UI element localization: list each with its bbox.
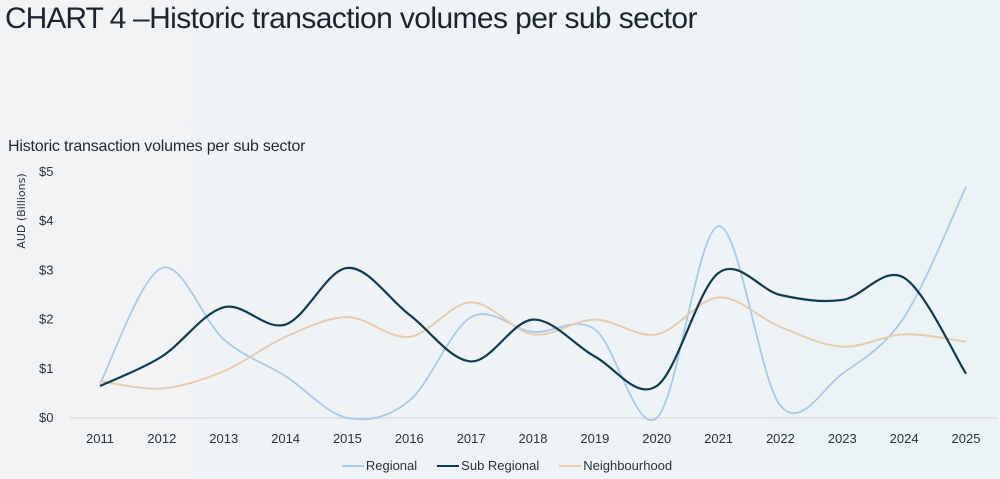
x-tick-label: 2022 [766, 431, 795, 446]
y-tick-label: $4 [39, 213, 53, 228]
x-tick-label: 2023 [828, 431, 857, 446]
series-line-regional [99, 186, 967, 422]
y-axis-ticks: $0 $1 $2 $3 $4 $5 [39, 164, 53, 425]
x-tick-label: 2012 [147, 431, 176, 446]
legend-item-sub-regional: Sub Regional [437, 458, 539, 473]
x-tick-label: 2015 [333, 431, 362, 446]
legend: Regional Sub Regional Neighbourhood [0, 458, 1000, 473]
x-tick-label: 2021 [704, 431, 733, 446]
series-lines [99, 186, 967, 422]
chart-title: Historic transaction volumes per sub sec… [8, 138, 306, 155]
x-tick-label: 2016 [395, 431, 424, 446]
legend-item-neighbourhood: Neighbourhood [559, 458, 672, 473]
legend-swatch [341, 464, 364, 467]
x-tick-label: 2013 [209, 431, 238, 446]
x-tick-label: 2018 [519, 431, 548, 446]
x-tick-label: 2019 [580, 431, 609, 446]
y-axis-label: AUD (Billions) [15, 173, 28, 248]
x-axis-ticks: 2011 2012 2013 2014 2015 2016 2017 2018 2019 2020… [86, 431, 980, 446]
x-tick-label: 2024 [890, 431, 919, 446]
legend-item-regional: Regional [341, 458, 418, 473]
page-title: CHART 4 –Historic transaction volumes pe… [5, 2, 697, 36]
y-tick-label: $5 [39, 164, 53, 179]
page-title-rest: –Historic transaction volumes per sub se… [125, 2, 697, 35]
y-tick-label: $2 [39, 312, 53, 327]
legend-label: Neighbourhood [583, 458, 673, 473]
legend-label: Regional [365, 458, 418, 473]
x-tick-label: 2017 [457, 431, 486, 446]
legend-label: Sub Regional [461, 458, 540, 473]
x-tick-label: 2014 [271, 431, 300, 446]
series-line-sub-regional [99, 266, 967, 391]
y-tick-label: $1 [39, 361, 53, 376]
legend-swatch [437, 464, 460, 467]
x-tick-label: 2020 [642, 431, 671, 446]
page-title-prefix: CHART 4 [5, 2, 126, 35]
y-tick-label: $3 [39, 262, 53, 277]
legend-swatch [559, 464, 582, 467]
series-line-neighbourhood [99, 296, 967, 390]
x-tick-label: 2011 [86, 431, 114, 446]
y-tick-label: $0 [39, 410, 53, 425]
x-tick-label: 2025 [952, 431, 981, 446]
